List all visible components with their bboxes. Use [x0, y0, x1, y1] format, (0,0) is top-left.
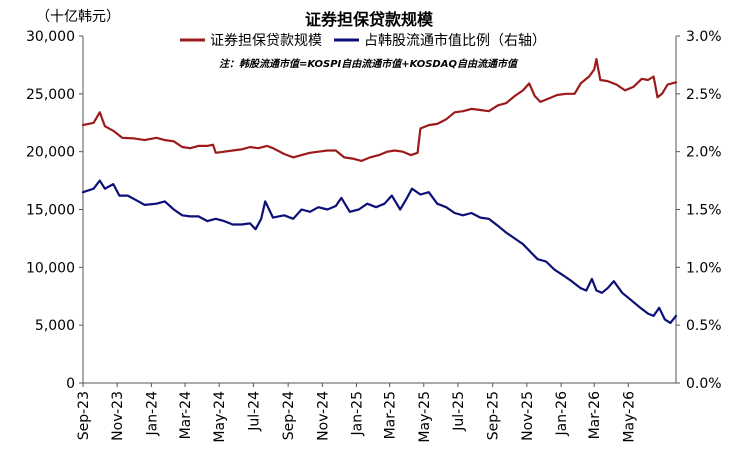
legend: 证券担保贷款规模 占韩股流通市值比例（右轴）: [180, 32, 546, 49]
x-tick-label: Mar-26: [587, 391, 603, 439]
y-right-tick-label: 2.5%: [686, 87, 722, 103]
y-left-tick-label: 20,000: [26, 145, 75, 161]
y-left-tick-label: 25,000: [26, 87, 75, 103]
y-left-tick-label: 10,000: [26, 260, 75, 276]
x-tick-label: Jul-25: [451, 391, 467, 432]
y-left-tick-label: 30,000: [26, 29, 75, 45]
x-tick-label: Sep-25: [486, 391, 502, 440]
y-left-tick-label: 0: [66, 376, 75, 392]
y-right-tick-label: 1.0%: [686, 260, 722, 276]
y-right-tick-label: 1.5%: [686, 203, 722, 219]
y-left-tick-label: 15,000: [26, 203, 75, 219]
x-tick-label: Nov-25: [520, 391, 536, 441]
y-right-tick-label: 0.5%: [686, 318, 722, 334]
x-tick-label: Mar-25: [383, 391, 399, 439]
series-layer: [81, 57, 678, 324]
x-tick-label: Jul-24: [246, 391, 262, 432]
chart-note: 注：韩股流通市值=KOSPI自由流通市值+KOSDAQ自由流通市值: [219, 58, 519, 70]
y-right-tick-label: 0.0%: [686, 376, 722, 392]
x-tick-label: Jan-26: [554, 391, 570, 437]
axes: 0 5,000 10,000 15,000 20,000 25,000 30,000 0.0%…: [26, 29, 722, 443]
legend-label-loans: 证券担保贷款规模: [210, 33, 322, 49]
x-tick-label: Mar-24: [178, 391, 194, 439]
y-left-tick-label: 5,000: [35, 318, 75, 334]
x-tick-label: May-26: [621, 391, 637, 443]
x-tick-label: Sep-23: [76, 391, 92, 440]
chart-title: 证券担保贷款规模: [305, 10, 434, 29]
y-axis-unit-label: （十亿韩元）: [36, 9, 120, 25]
series-line-loans: [81, 57, 678, 162]
x-tick-label: Jan-25: [350, 391, 366, 436]
x-tick-label: Nov-24: [315, 391, 331, 441]
legend-label-ratio: 占韩股流通市值比例（右轴）: [364, 32, 546, 49]
x-tick-label: May-25: [417, 391, 433, 443]
y-right-tick-label: 3.0%: [686, 29, 722, 45]
x-tick-label: Nov-23: [110, 391, 126, 441]
x-tick-label: May-24: [212, 391, 228, 443]
y-right-tick-label: 2.0%: [686, 145, 722, 161]
x-tick-label: Jan-24: [144, 391, 160, 437]
x-tick-label: Sep-24: [281, 391, 297, 440]
series-line-ratio: [81, 179, 678, 324]
